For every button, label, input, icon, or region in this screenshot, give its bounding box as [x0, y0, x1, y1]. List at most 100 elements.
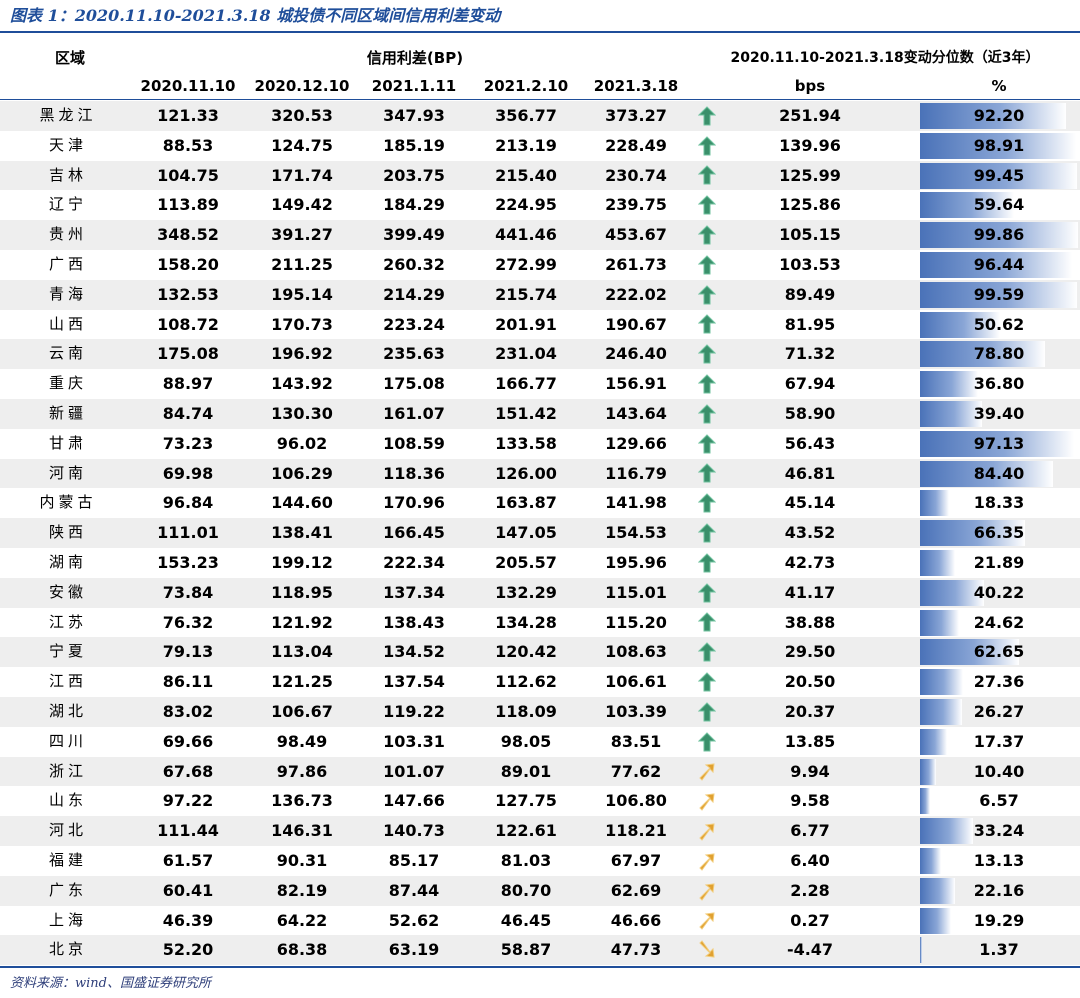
percentile-bar [920, 311, 1000, 338]
percentile-bar [920, 281, 1078, 308]
spread-value: 46.39 [162, 910, 214, 930]
spread-value: 46.45 [500, 910, 552, 930]
percentile-bar [920, 788, 931, 815]
percentile-bar [920, 877, 955, 904]
spread-value: 156.91 [605, 374, 667, 394]
table-row: 江西 86.11 121.25 137.54 112.62 106.61 20.50 27.3… [0, 667, 1080, 697]
percentile-bar [920, 847, 941, 874]
spread-value: 228.49 [605, 135, 667, 155]
percentile-cell: 27.36 [920, 669, 1078, 696]
table-row: 贵州 348.52 391.27 399.49 441.46 453.67 105.15 99… [0, 220, 1080, 250]
spread-value: 120.42 [495, 642, 557, 662]
spread-value: 140.73 [383, 821, 445, 841]
percentile-value: 92.20 [973, 106, 1025, 125]
percentile-bar [920, 728, 948, 755]
spread-value: 195.14 [271, 284, 333, 304]
spread-value: 106.80 [605, 791, 667, 811]
spread-value: 195.96 [605, 552, 667, 572]
spread-value: 239.75 [605, 195, 667, 215]
percentile-value: 98.91 [973, 135, 1025, 155]
spread-value: 83.51 [610, 731, 662, 751]
region-name: 天津 [48, 135, 87, 154]
percentile-bar [920, 937, 923, 964]
spread-value: 215.74 [495, 284, 557, 304]
spread-value: 115.01 [605, 582, 667, 602]
percentile-cell: 36.80 [920, 371, 1078, 398]
spread-value: 113.04 [271, 642, 333, 662]
spread-value: 134.28 [495, 612, 557, 632]
region-name: 宁夏 [48, 642, 87, 661]
percentile-bar [920, 222, 1078, 249]
spread-value: 52.20 [162, 940, 214, 960]
change-bps: 89.49 [784, 284, 836, 304]
change-bps: 6.77 [790, 821, 830, 841]
percentile-cell: 96.44 [920, 251, 1078, 278]
up-arrow-icon [690, 280, 724, 310]
percentile-value: 39.40 [973, 403, 1025, 423]
spread-value: 144.60 [271, 493, 333, 513]
spread-value: 111.44 [157, 821, 219, 841]
up-arrow-icon [690, 697, 724, 727]
percentile-bar [920, 579, 984, 606]
spread-value: 101.07 [383, 761, 445, 781]
up-arrow-icon [690, 429, 724, 459]
spread-value: 68.38 [276, 940, 328, 960]
spread-value: 121.33 [157, 106, 219, 125]
spread-value: 138.43 [383, 612, 445, 632]
percentile-cell: 24.62 [920, 609, 1078, 636]
region-name: 安徽 [48, 582, 87, 601]
up-right-arrow-icon [690, 816, 724, 846]
percentile-bar [920, 103, 1066, 129]
spread-value: 127.75 [495, 791, 557, 811]
spread-value: 222.02 [605, 284, 667, 304]
header-date-4: 2021.2.10 [483, 77, 569, 95]
header-date-5: 2021.3.18 [593, 77, 679, 95]
spread-value: 122.61 [495, 821, 557, 841]
change-bps: 38.88 [784, 612, 836, 632]
region-name: 云南 [48, 344, 87, 363]
region-name: 广东 [48, 880, 87, 899]
percentile-value: 27.36 [973, 672, 1025, 692]
region-name: 新疆 [48, 403, 87, 422]
percentile-value: 33.24 [973, 821, 1025, 841]
up-right-arrow-icon [690, 786, 724, 816]
spread-value: 347.93 [383, 106, 445, 125]
spread-value: 146.31 [271, 821, 333, 841]
change-bps: 2.28 [790, 880, 830, 900]
spread-value: 69.98 [162, 463, 214, 483]
table-row: 辽宁 113.89 149.42 184.29 224.95 239.75 125.86 59… [0, 190, 1080, 220]
table-row: 广西 158.20 211.25 260.32 272.99 261.73 103.53 96… [0, 250, 1080, 280]
spread-value: 52.62 [388, 910, 440, 930]
table-row: 陕西 111.01 138.41 166.45 147.05 154.53 43.52 66.… [0, 518, 1080, 548]
spread-value: 163.87 [495, 493, 557, 513]
spread-value: 104.75 [157, 165, 219, 185]
region-name: 湖南 [48, 552, 87, 571]
spread-value: 108.59 [383, 433, 445, 453]
up-arrow-icon [690, 131, 724, 161]
spread-value: 133.58 [495, 433, 557, 453]
spread-value: 134.52 [383, 642, 445, 662]
spread-value: 149.42 [271, 195, 333, 215]
region-name: 四川 [48, 731, 87, 750]
spread-value: 106.29 [271, 463, 333, 483]
header-change-group: 2020.11.10-2021.3.18变动分位数（近3年） [730, 50, 1040, 66]
spread-value: 60.41 [162, 880, 214, 900]
spread-value: 185.19 [383, 135, 445, 155]
spread-value: 141.98 [605, 493, 667, 513]
table-row: 河南 69.98 106.29 118.36 126.00 116.79 46.81 84.4… [0, 458, 1080, 489]
spread-value: 230.74 [605, 165, 667, 185]
percentile-bar [920, 609, 959, 636]
spread-value: 97.22 [162, 791, 214, 811]
spread-value: 103.39 [605, 701, 667, 721]
percentile-value: 36.80 [973, 374, 1025, 394]
spread-value: 69.66 [162, 731, 214, 751]
change-bps: 67.94 [784, 374, 836, 394]
percentile-value: 22.16 [973, 880, 1025, 900]
percentile-value: 10.40 [973, 761, 1025, 781]
spread-value: 143.64 [605, 403, 667, 423]
header-date-3: 2021.1.11 [371, 77, 457, 95]
spread-value: 116.79 [605, 463, 667, 483]
spread-value: 143.92 [271, 374, 333, 394]
table-row: 北京 52.20 68.38 63.19 58.87 47.73 -4.47 1.37 [0, 935, 1080, 966]
percentile-bar [920, 430, 1074, 457]
